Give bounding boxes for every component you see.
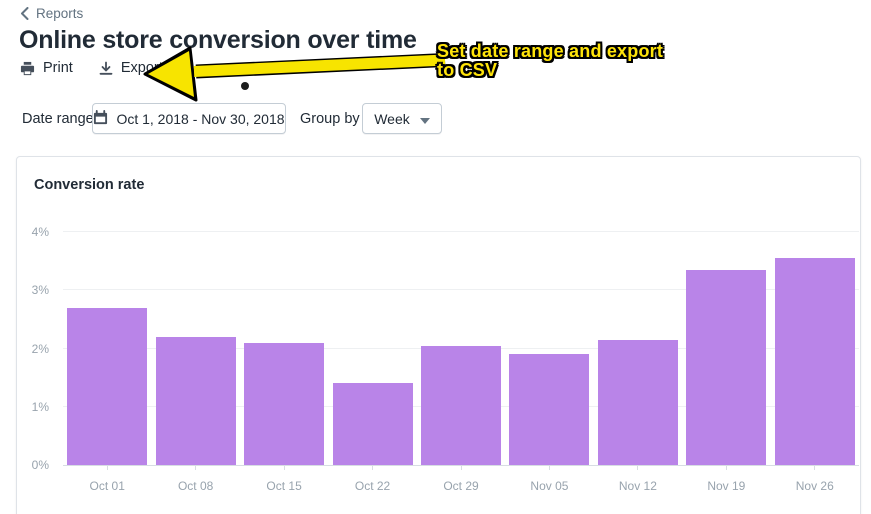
date-range-value: Oct 1, 2018 - Nov 30, 2018 <box>116 110 285 127</box>
chart-bar[interactable] <box>509 354 590 465</box>
x-axis-label: Nov 26 <box>795 479 834 493</box>
y-axis-label: 2% <box>31 341 49 356</box>
date-range-label: Date range <box>22 111 94 127</box>
x-axis-label: Oct 15 <box>266 479 302 493</box>
chart-bar[interactable] <box>332 383 413 465</box>
x-axis-label: Oct 22 <box>354 479 391 493</box>
y-axis-label: 3% <box>31 283 49 298</box>
export-label: Export <box>120 60 163 76</box>
x-axis-tick <box>460 466 462 470</box>
calendar-icon <box>93 109 108 128</box>
chart-bar[interactable] <box>597 339 678 465</box>
breadcrumb-reports[interactable]: Reports <box>20 6 83 21</box>
group-by-dropdown[interactable]: Week <box>362 103 442 134</box>
printer-icon <box>20 61 35 76</box>
x-axis-label: Nov 05 <box>530 479 569 493</box>
gridline <box>63 231 859 232</box>
chart-bar[interactable] <box>244 342 325 465</box>
x-axis-label: Oct 08 <box>177 479 214 493</box>
x-axis-tick <box>283 466 285 470</box>
conversion-rate-card: Conversion rate 0% 1% 2% 3% 4% Oct 01 Oct 08 Oc… <box>16 156 861 514</box>
y-axis-label: 1% <box>31 399 49 414</box>
x-axis-tick <box>548 466 550 470</box>
chart-bar[interactable] <box>774 258 855 465</box>
annotation-text: Set date range and export to CSV <box>437 42 707 80</box>
gridline <box>63 289 859 291</box>
x-axis-tick <box>106 466 108 470</box>
export-button[interactable]: Export <box>99 60 163 76</box>
x-axis-tick <box>637 466 639 470</box>
x-axis-label: Oct 29 <box>443 479 479 493</box>
annotation-line-1: Set date range and export <box>437 41 664 61</box>
chart-title: Conversion rate <box>34 177 145 193</box>
x-axis-label: Oct 01 <box>89 479 125 493</box>
x-axis-tick <box>195 466 197 470</box>
y-axis-label: 4% <box>31 225 49 239</box>
bar-chart: 0% 1% 2% 3% 4% Oct 01 Oct 08 Oct 15 Oct 22 Oct 29… <box>32 225 859 493</box>
download-icon <box>99 61 113 76</box>
print-label: Print <box>43 60 73 76</box>
chevron-left-icon <box>20 7 29 20</box>
x-axis-tick <box>372 466 374 470</box>
group-by-label: Group by <box>300 111 360 127</box>
page-title: Online store conversion over time <box>19 26 417 54</box>
chart-bar[interactable] <box>421 345 501 465</box>
x-axis-tick <box>814 466 816 470</box>
group-by-value: Week <box>374 110 410 127</box>
chart-bar[interactable] <box>686 269 767 465</box>
chart-bar[interactable] <box>155 336 236 465</box>
breadcrumb-label: Reports <box>36 6 84 21</box>
caret-down-icon <box>419 111 430 127</box>
print-button[interactable]: Print <box>20 60 73 76</box>
header-actions: Print Export <box>20 60 163 76</box>
x-axis-label: Nov 19 <box>707 479 746 493</box>
y-axis-label: 0% <box>31 458 49 472</box>
annotation-line-2: to CSV <box>437 60 498 80</box>
x-axis-tick <box>725 466 727 470</box>
chart-bar[interactable] <box>67 307 148 465</box>
date-range-button[interactable]: Oct 1, 2018 - Nov 30, 2018 <box>92 103 286 134</box>
cursor-dot <box>241 82 249 90</box>
x-axis-label: Nov 12 <box>618 479 657 493</box>
